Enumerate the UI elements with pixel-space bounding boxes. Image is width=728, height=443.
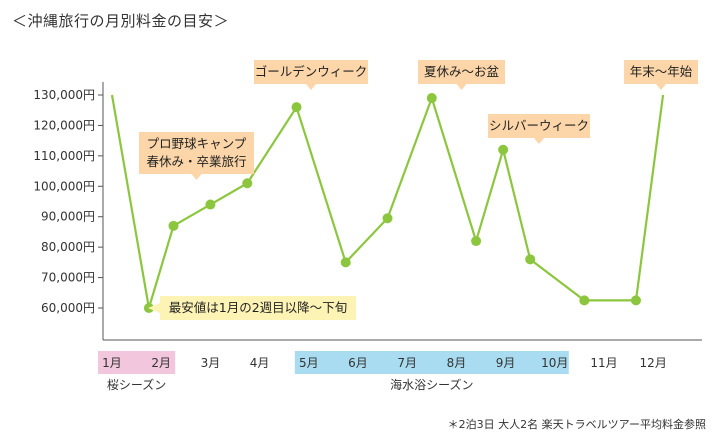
x-tick-label: 5月	[299, 356, 319, 370]
data-point	[471, 236, 482, 247]
callout-text: ゴールデンウィーク	[255, 64, 368, 79]
callout-box	[488, 114, 590, 138]
callout-pointer	[148, 303, 160, 313]
callout-text: 夏休み〜お盆	[424, 64, 500, 79]
x-tick-label: 10月	[541, 356, 568, 370]
x-axis-ticks: 1月 2月 3月 4月 5月 6月 7月 8月 9月 10月 11月 12月	[102, 356, 667, 370]
callout-text: プロ野球キャンプ	[147, 136, 247, 151]
y-tick-label: 120,000円	[33, 118, 95, 132]
data-point	[205, 199, 216, 210]
y-tick-label: 80,000円	[41, 240, 95, 254]
annotation-callout: シルバーウィーク	[488, 114, 590, 144]
x-tick-label: 11月	[590, 356, 617, 370]
price-series	[110, 93, 665, 313]
data-point	[498, 144, 509, 155]
season-bands: 桜シーズン 海水浴シーズン	[98, 351, 569, 392]
y-tick-label: 70,000円	[41, 271, 95, 285]
x-tick-label: 7月	[397, 356, 417, 370]
x-tick-label: 12月	[640, 356, 667, 370]
footnote: ＊2泊3日 大人2名 楽天トラベルツアー平均料金参照	[447, 418, 706, 431]
annotation-callout: 夏休み〜お盆	[418, 60, 505, 90]
data-point	[242, 178, 253, 189]
lowest-price-note: 最安値は1月の2週目以降〜下旬	[148, 296, 356, 320]
callout-text: シルバーウィーク	[489, 118, 589, 133]
y-tick-label: 110,000円	[33, 149, 95, 163]
data-point	[426, 93, 437, 104]
data-point	[579, 295, 590, 306]
data-point	[382, 213, 393, 224]
y-tick-label: 90,000円	[41, 210, 95, 224]
season-label: 海水浴シーズン	[390, 377, 473, 392]
callout-pointer	[191, 174, 202, 180]
data-point	[340, 257, 351, 268]
callout-box	[160, 296, 356, 320]
callout-pointer	[306, 84, 316, 90]
annotation-callout: ゴールデンウィーク	[254, 60, 368, 90]
season-band	[98, 351, 176, 374]
callout-pointer	[534, 138, 544, 144]
x-tick-label: 3月	[201, 356, 221, 370]
callout-pointer	[456, 84, 467, 90]
data-point	[291, 102, 302, 113]
x-tick-label: 6月	[348, 356, 368, 370]
x-tick-label: 4月	[250, 356, 270, 370]
y-axis-ticks: 60,000円 70,000円 80,000円 90,000円 100,000円 110,…	[33, 88, 103, 315]
callout-box	[254, 60, 368, 84]
annotation-callout: 年末〜年始	[624, 60, 698, 90]
data-point	[168, 220, 179, 231]
x-tick-label: 9月	[496, 356, 516, 370]
callout-box	[139, 132, 254, 174]
callout-text: 春休み・卒業旅行	[146, 154, 246, 169]
x-tick-label: 8月	[447, 356, 467, 370]
callout-text: 年末〜年始	[630, 64, 693, 79]
y-tick-label: 100,000円	[33, 179, 95, 193]
callout-box	[624, 60, 698, 84]
data-point	[525, 254, 536, 265]
callout-pointer	[656, 84, 666, 90]
callout-text: 最安値は1月の2週目以降〜下旬	[169, 300, 347, 315]
x-tick-label: 2月	[151, 356, 171, 370]
season-label: 桜シーズン	[107, 377, 166, 392]
callout-box	[418, 60, 505, 84]
y-tick-label: 60,000円	[41, 301, 95, 315]
season-band	[294, 351, 569, 374]
y-tick-label: 130,000円	[33, 88, 95, 102]
x-tick-label: 1月	[102, 356, 122, 370]
chart-title: ＜沖縄旅行の月別料金の目安＞	[12, 12, 230, 30]
data-point	[630, 295, 641, 306]
